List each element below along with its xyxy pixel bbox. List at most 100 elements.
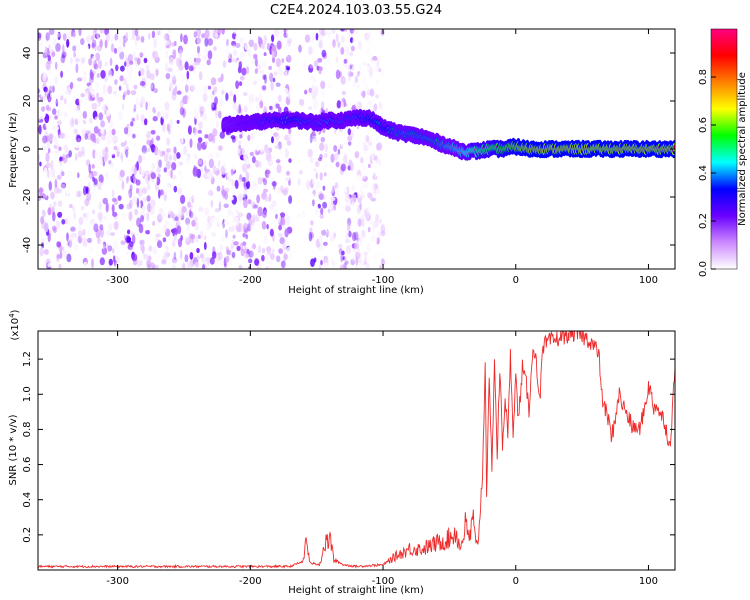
heatmap-noise-cell [124,159,131,167]
heatmap-noise-cell [309,64,315,69]
heatmap-y-tick-label: -20 [22,189,33,205]
heatmap-noise-cell [152,50,159,61]
heatmap-noise-cell [71,232,77,238]
heatmap-noise-cell [41,127,44,135]
heatmap-noise-cell [333,145,338,152]
heatmap-noise-cell [215,166,219,172]
heatmap-noise-cell [121,180,125,190]
heatmap-noise-cell [144,170,150,177]
heatmap-noise-cell [228,58,232,63]
heatmap-noise-cell [197,86,201,97]
heatmap-noise-cell [231,239,235,249]
heatmap-noise-cell [231,40,237,47]
heatmap-noise-cell [180,194,186,204]
heatmap-noise-cell [123,146,128,154]
heatmap-noise-cell [137,259,142,267]
heatmap-noise-cell [98,79,103,84]
heatmap-noise-cell [267,158,274,167]
heatmap-noise-cell [269,105,273,110]
heatmap-noise-cell [340,163,346,172]
heatmap-noise-cell [315,161,320,168]
heatmap-noise-cell [47,148,51,154]
heatmap-noise-cell [49,39,55,45]
heatmap-noise-cell [228,226,234,232]
heatmap-noise-cell [142,49,148,57]
heatmap-noise-cell [204,29,210,39]
heatmap-noise-cell [327,56,331,64]
heatmap-noise-cell [340,47,345,55]
heatmap-noise-cell [96,92,99,100]
heatmap-noise-cell [343,140,348,145]
heatmap-noise-cell [232,250,237,260]
heatmap-noise-cell [308,106,313,111]
heatmap-noise-cell [67,32,72,40]
heatmap-noise-cell [156,166,161,173]
heatmap-noise-cell [266,223,269,230]
heatmap-noise-cell [106,171,109,180]
heatmap-noise-cell [44,72,49,78]
heatmap-noise-cell [201,33,206,39]
heatmap-noise-cell [355,264,359,269]
heatmap-noise-cell [221,89,225,95]
heatmap-noise-cell [350,45,355,52]
heatmap-noise-cell [115,136,119,141]
heatmap-noise-cell [176,119,180,124]
heatmap-noise-cell [270,81,274,91]
heatmap-noise-cell [274,144,280,149]
heatmap-noise-cell [66,232,69,242]
heatmap-noise-cell [310,156,314,164]
heatmap-noise-cell [326,230,332,238]
heatmap-noise-cell [271,200,277,208]
heatmap-noise-cell [113,183,118,188]
heatmap-noise-cell [72,116,75,126]
heatmap-noise-cell [121,103,125,111]
heatmap-noise-cell [144,118,148,126]
heatmap-noise-cell [197,234,201,239]
heatmap-noise-cell [317,157,323,162]
heatmap-noise-cell [312,168,318,173]
heatmap-noise-cell [156,111,161,118]
heatmap-noise-cell [178,175,184,182]
heatmap-noise-cell [261,85,267,91]
heatmap-noise-cell [91,225,94,233]
heatmap-noise-cell [304,34,311,43]
heatmap-noise-cell [79,30,83,38]
snr-y-tick-label: 1.2 [22,351,33,367]
heatmap-noise-cell [139,174,145,181]
heatmap-noise-cell [105,203,109,213]
heatmap-noise-cell [83,70,87,76]
heatmap-noise-cell [242,232,246,238]
heatmap-noise-cell [119,169,125,178]
heatmap-noise-cell [91,39,97,48]
heatmap-noise-cell [356,138,361,148]
heatmap-noise-cell [206,222,210,232]
heatmap-noise-cell [156,93,161,104]
heatmap-noise-cell [331,174,335,181]
heatmap-noise-cell [208,133,214,142]
heatmap-noise-cell [54,61,58,70]
heatmap-noise-cell [261,220,267,230]
heatmap-noise-cell [54,115,58,120]
heatmap-noise-cell [47,232,51,243]
heatmap-noise-cell [251,201,256,210]
heatmap-noise-cell [51,51,56,58]
heatmap-noise-cell [101,90,107,96]
heatmap-noise-cell [174,40,177,47]
heatmap-noise-cell [321,87,325,96]
heatmap-noise-cell [234,179,239,189]
heatmap-noise-cell [228,195,234,201]
snr-y-scale-open: (x10 [10,318,21,341]
heatmap-noise-cell [297,178,301,186]
heatmap-noise-cell [174,216,179,221]
heatmap-noise-cell [109,57,113,66]
heatmap-noise-cell [228,206,232,215]
heatmap-noise-cell [162,150,166,156]
heatmap-noise-cell [88,138,92,144]
heatmap-noise-cell [218,259,224,267]
heatmap-noise-cell [354,151,360,159]
heatmap-noise-cell [248,93,255,104]
heatmap-noise-cell [66,38,70,48]
heatmap-noise-cell [52,124,55,130]
heatmap-noise-cell [47,44,52,49]
heatmap-noise-cell [357,218,362,227]
